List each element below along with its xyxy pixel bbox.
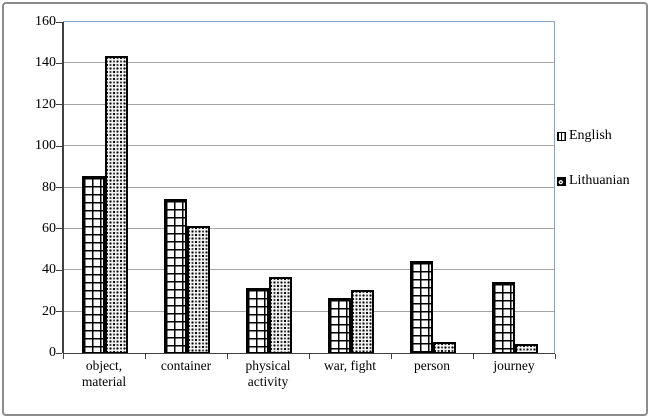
bar-english-5 — [410, 261, 433, 354]
gridline-120 — [63, 103, 554, 105]
y-axis-tick — [56, 269, 62, 271]
x-axis-tick — [309, 354, 310, 359]
y-axis-tick — [56, 145, 62, 147]
x-category-label-1: object, material — [81, 358, 127, 389]
legend-label-english: English — [569, 128, 612, 143]
bar-english-1 — [82, 176, 105, 354]
y-axis-label-0: 0 — [49, 345, 56, 360]
y-axis-tick — [56, 21, 62, 23]
bar-lithuanian-4 — [351, 290, 374, 354]
bar-english-4 — [328, 298, 351, 354]
y-axis-tick — [56, 228, 62, 230]
x-category-label-5: person — [414, 358, 450, 373]
y-axis-label-100: 100 — [35, 138, 56, 154]
plot-area — [63, 21, 555, 354]
bar-english-2 — [164, 199, 187, 354]
bar-english-3 — [246, 288, 269, 354]
english-series-marker-icon — [557, 131, 566, 141]
x-axis-line — [63, 352, 555, 354]
gridline-100 — [63, 145, 554, 147]
y-axis-label-20: 20 — [42, 303, 56, 319]
legend-item-lithuanian: Lithuanian — [557, 174, 630, 188]
x-category-label-2: container — [160, 358, 212, 373]
bar-english-6 — [492, 282, 515, 354]
legend: English Lithuanian — [557, 129, 630, 219]
gridline-40 — [63, 269, 554, 271]
x-axis-tick — [63, 354, 64, 359]
y-axis-tick — [56, 311, 62, 313]
gridline-80 — [63, 186, 554, 188]
y-axis-label-160: 160 — [35, 14, 56, 29]
x-axis-tick — [391, 354, 392, 359]
x-category-label-6: journey — [493, 358, 535, 373]
y-axis-label-40: 40 — [42, 262, 56, 278]
x-axis-tick — [145, 354, 146, 359]
bar-lithuanian-2 — [187, 226, 210, 354]
y-axis-label-60: 60 — [42, 220, 56, 236]
y-axis-tick — [56, 352, 62, 354]
y-axis-label-80: 80 — [42, 179, 56, 195]
y-axis-line — [62, 22, 64, 353]
gridline-20 — [63, 310, 554, 312]
gridline-60 — [63, 227, 554, 229]
x-category-label-4: war, fight — [324, 358, 376, 373]
gridline-140 — [63, 62, 554, 64]
y-axis-tick — [56, 62, 62, 64]
y-axis-label-120: 120 — [35, 96, 56, 112]
bar-lithuanian-1 — [105, 56, 128, 354]
y-axis-label-140: 140 — [35, 55, 56, 71]
legend-item-english: English — [557, 129, 630, 143]
y-axis-tick — [56, 104, 62, 106]
x-category-label-3: physical activity — [245, 358, 291, 389]
x-axis-tick — [473, 354, 474, 359]
lithuanian-series-marker-icon — [557, 176, 566, 186]
bar-lithuanian-3 — [269, 277, 292, 354]
y-axis-tick — [56, 187, 62, 188]
legend-label-lithuanian: Lithuanian — [569, 173, 630, 188]
x-axis-tick — [555, 354, 556, 359]
x-axis-tick — [227, 354, 228, 359]
